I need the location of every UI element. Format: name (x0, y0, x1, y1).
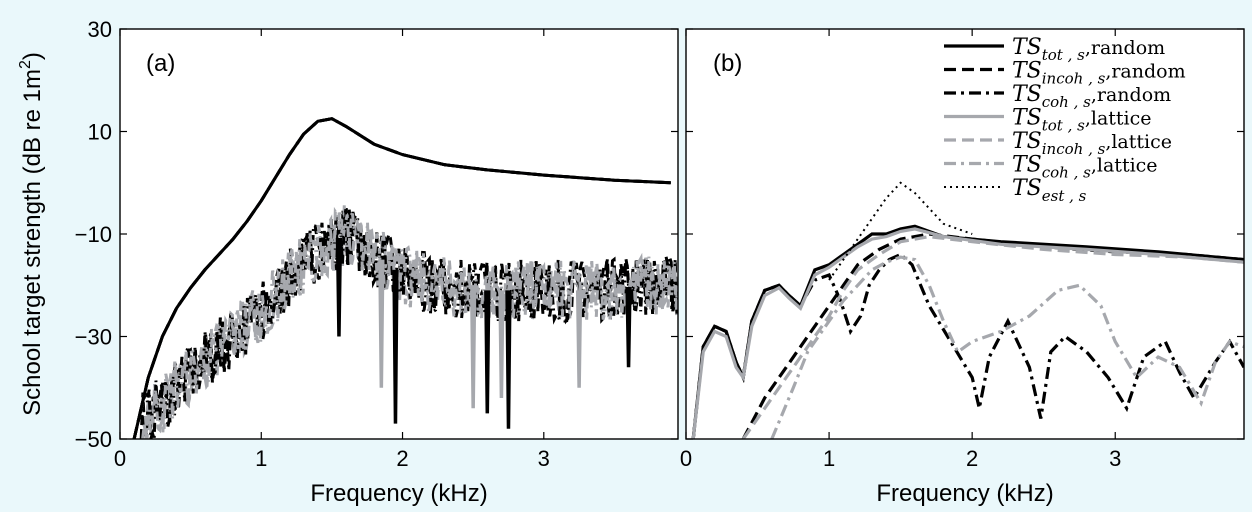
coherent-dip-mark (575, 290, 583, 388)
legend-entry: TStot , s,lattice (1012, 106, 1152, 135)
y-tick-label: −10 (75, 222, 112, 247)
legend-entry: TScoh , s,lattice (1012, 153, 1158, 182)
coh-lattice-noisy-series-line (143, 206, 678, 439)
y-tick-label: 30 (88, 17, 112, 42)
legend-entry-sub: tot , s (1042, 46, 1085, 64)
legend-entry-suffix: ,random (1105, 61, 1185, 83)
coherent-dip-mark (484, 290, 491, 414)
legend-entry: TSincoh , s,lattice (1012, 129, 1172, 158)
legend-entry-sub: tot , s (1042, 117, 1085, 135)
panel-b-tick-labels: 0 1 2 3 (680, 446, 1121, 471)
legend-entry-main: TS (1012, 106, 1042, 131)
panel-b-frame (685, 28, 1245, 440)
legend-entry-sub: incoh , s (1042, 70, 1106, 88)
legend-entry-main: TS (1012, 82, 1042, 107)
y-tick-label: 10 (88, 120, 112, 145)
x-tick-label: 0 (114, 446, 126, 471)
x-tick-label: 2 (966, 446, 978, 471)
x-tick-label: 0 (680, 446, 692, 471)
legend-entry-main: TS (1012, 35, 1042, 60)
y-axis-label-sup: 2 (17, 60, 34, 69)
coherent-dip-mark (505, 290, 512, 429)
y-axis-label: School target strength (dB re 1m2) (17, 52, 46, 416)
legend-entry-main: TS (1012, 176, 1042, 201)
series-line-6 (828, 181, 973, 281)
coherent-dip-mark (498, 290, 505, 399)
x-tick-label: 2 (396, 446, 408, 471)
panel-a-tick-labels: 0 1 2 3 −50 −30 −10 10 30 (75, 17, 550, 471)
legend-entry-suffix: ,lattice (1085, 108, 1152, 130)
panel-a-x-axis-label: Frequency (kHz) (310, 480, 487, 507)
panel-a-label: (a) (146, 50, 175, 77)
y-axis-label-main: School target strength (dB re 1m (19, 69, 46, 416)
legend-entry: TScoh , s,random (1012, 82, 1171, 111)
coherent-dip-mark (378, 259, 385, 388)
legend-entry-suffix: ,random (1091, 84, 1171, 106)
legend-entry-suffix: ,lattice (1091, 155, 1158, 177)
y-axis-label-close: ) (19, 52, 46, 60)
panel-b-plot-area (686, 29, 1244, 439)
legend-entry-sub: est , s (1042, 187, 1087, 205)
legend-entry: TSest , s (1012, 176, 1087, 205)
series-line-2 (691, 252, 1244, 439)
legend-entry-sub: coh , s (1042, 93, 1091, 111)
panel-a: 0 1 2 3 −50 −30 −10 10 30 (a) Frequency (kHz) Sc… (17, 17, 679, 507)
y-tick-label: −30 (75, 325, 112, 350)
legend-entry-main: TS (1012, 153, 1042, 178)
panel-b-curves (691, 181, 1244, 439)
y-tick-label: −50 (75, 427, 112, 452)
legend-entry-main: TS (1012, 129, 1042, 154)
coherent-dip-mark (470, 290, 477, 409)
x-tick-label: 3 (1109, 446, 1121, 471)
tot_random-series-line (132, 117, 671, 439)
legend-entry: TSincoh , s,random (1012, 59, 1186, 88)
x-tick-label: 1 (255, 446, 267, 471)
legend-entry-suffix: ,random (1085, 37, 1165, 59)
legend-entry: TStot , s,random (1012, 35, 1165, 64)
coherent-dip-mark (625, 286, 632, 368)
panel-a-frame (119, 28, 679, 440)
legend-entry-suffix: ,lattice (1105, 131, 1172, 153)
legend-entry-main: TS (1012, 59, 1042, 84)
x-tick-label: 3 (538, 446, 550, 471)
legend-entry-sub: coh , s (1042, 164, 1091, 182)
panel-a-curves (132, 117, 678, 439)
series-line-5 (770, 255, 1244, 439)
x-tick-label: 1 (823, 446, 835, 471)
panel-b-label: (b) (713, 50, 742, 77)
legend-entry-sub: incoh , s (1042, 140, 1106, 158)
coherent-dip-mark (392, 269, 399, 424)
coherent-dip-mark (335, 237, 343, 337)
panel-b-x-axis-label: Frequency (kHz) (876, 480, 1053, 507)
